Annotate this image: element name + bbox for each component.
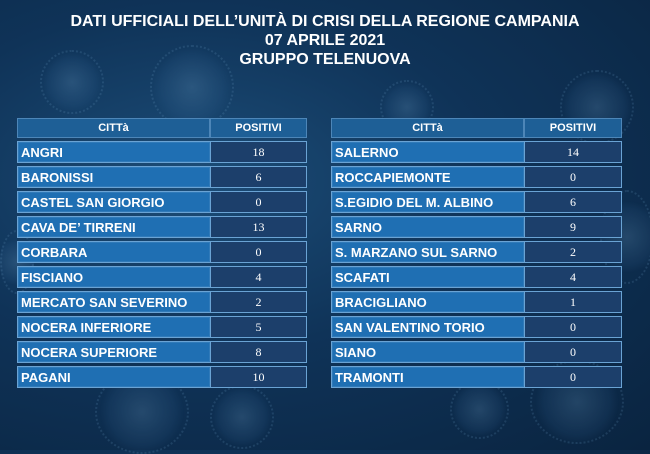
positives-cell: 4 [210,266,307,288]
positives-cell: 0 [210,191,307,213]
city-cell: SARNO [331,216,524,238]
table-row: BARONISSI 6 [17,166,307,188]
table-row: S.EGIDIO DEL M. ALBINO 6 [331,191,622,213]
positives-cell: 6 [524,191,622,213]
positives-cell: 2 [210,291,307,313]
page-title: DATI UFFICIALI DELL’UNITÀ DI CRISI DELLA… [0,12,650,69]
table-row: NOCERA INFERIORE 5 [17,316,307,338]
table-row: SALERNO 14 [331,141,622,163]
virus-decoration [210,385,274,449]
positives-cell: 0 [524,316,622,338]
city-cell: ROCCAPIEMONTE [331,166,524,188]
table-row: SIANO 0 [331,341,622,363]
table-row: NOCERA SUPERIORE 8 [17,341,307,363]
left-table: CITTà POSITIVI ANGRI 18 BARONISSI 6 CASTEL S… [17,115,307,391]
table-row: SAN VALENTINO TORIO 0 [331,316,622,338]
positives-cell: 18 [210,141,307,163]
city-cell: CAVA DE’ TIRRENI [17,216,210,238]
table-header-row: CITTà POSITIVI [331,118,622,138]
positives-cell: 6 [210,166,307,188]
city-cell: ANGRI [17,141,210,163]
table-header-row: CITTà POSITIVI [17,118,307,138]
table-row: ROCCAPIEMONTE 0 [331,166,622,188]
title-line-3: GRUPPO TELENUOVA [239,51,411,68]
positives-cell: 4 [524,266,622,288]
virus-decoration [150,45,234,129]
title-line-2: 07 APRILE 2021 [264,32,386,49]
city-cell: S. MARZANO SUL SARNO [331,241,524,263]
city-cell: TRAMONTI [331,366,524,388]
city-cell: SALERNO [331,141,524,163]
city-cell: CORBARA [17,241,210,263]
city-cell: PAGANI [17,366,210,388]
table-row: CAVA DE’ TIRRENI 13 [17,216,307,238]
positives-cell: 2 [524,241,622,263]
title-line-1: DATI UFFICIALI DELL’UNITÀ DI CRISI DELLA… [70,13,580,30]
positives-cell: 8 [210,341,307,363]
table-row: BRACIGLIANO 1 [331,291,622,313]
table-row: FISCIANO 4 [17,266,307,288]
city-cell: BRACIGLIANO [331,291,524,313]
city-cell: SIANO [331,341,524,363]
city-cell: CASTEL SAN GIORGIO [17,191,210,213]
table-row: CASTEL SAN GIORGIO 0 [17,191,307,213]
positives-cell: 5 [210,316,307,338]
city-cell: S.EGIDIO DEL M. ALBINO [331,191,524,213]
column-header-positives: POSITIVI [210,118,307,138]
virus-decoration [40,50,104,114]
positives-cell: 9 [524,216,622,238]
right-table: CITTà POSITIVI SALERNO 14 ROCCAPIEMONTE 0 S.… [331,115,622,391]
positives-cell: 13 [210,216,307,238]
column-header-positives: POSITIVI [524,118,622,138]
positives-cell: 10 [210,366,307,388]
positives-cell: 0 [524,341,622,363]
positives-cell: 0 [210,241,307,263]
table-row: PAGANI 10 [17,366,307,388]
table-row: SCAFATI 4 [331,266,622,288]
positives-cell: 1 [524,291,622,313]
city-cell: NOCERA INFERIORE [17,316,210,338]
city-cell: SCAFATI [331,266,524,288]
positives-cell: 0 [524,166,622,188]
table-row: SARNO 9 [331,216,622,238]
column-header-city: CITTà [17,118,210,138]
column-header-city: CITTà [331,118,524,138]
table-row: CORBARA 0 [17,241,307,263]
positives-cell: 0 [524,366,622,388]
city-cell: MERCATO SAN SEVERINO [17,291,210,313]
city-cell: SAN VALENTINO TORIO [331,316,524,338]
table-row: MERCATO SAN SEVERINO 2 [17,291,307,313]
table-row: ANGRI 18 [17,141,307,163]
table-row: S. MARZANO SUL SARNO 2 [331,241,622,263]
city-cell: BARONISSI [17,166,210,188]
table-row: TRAMONTI 0 [331,366,622,388]
city-cell: NOCERA SUPERIORE [17,341,210,363]
positives-cell: 14 [524,141,622,163]
city-cell: FISCIANO [17,266,210,288]
